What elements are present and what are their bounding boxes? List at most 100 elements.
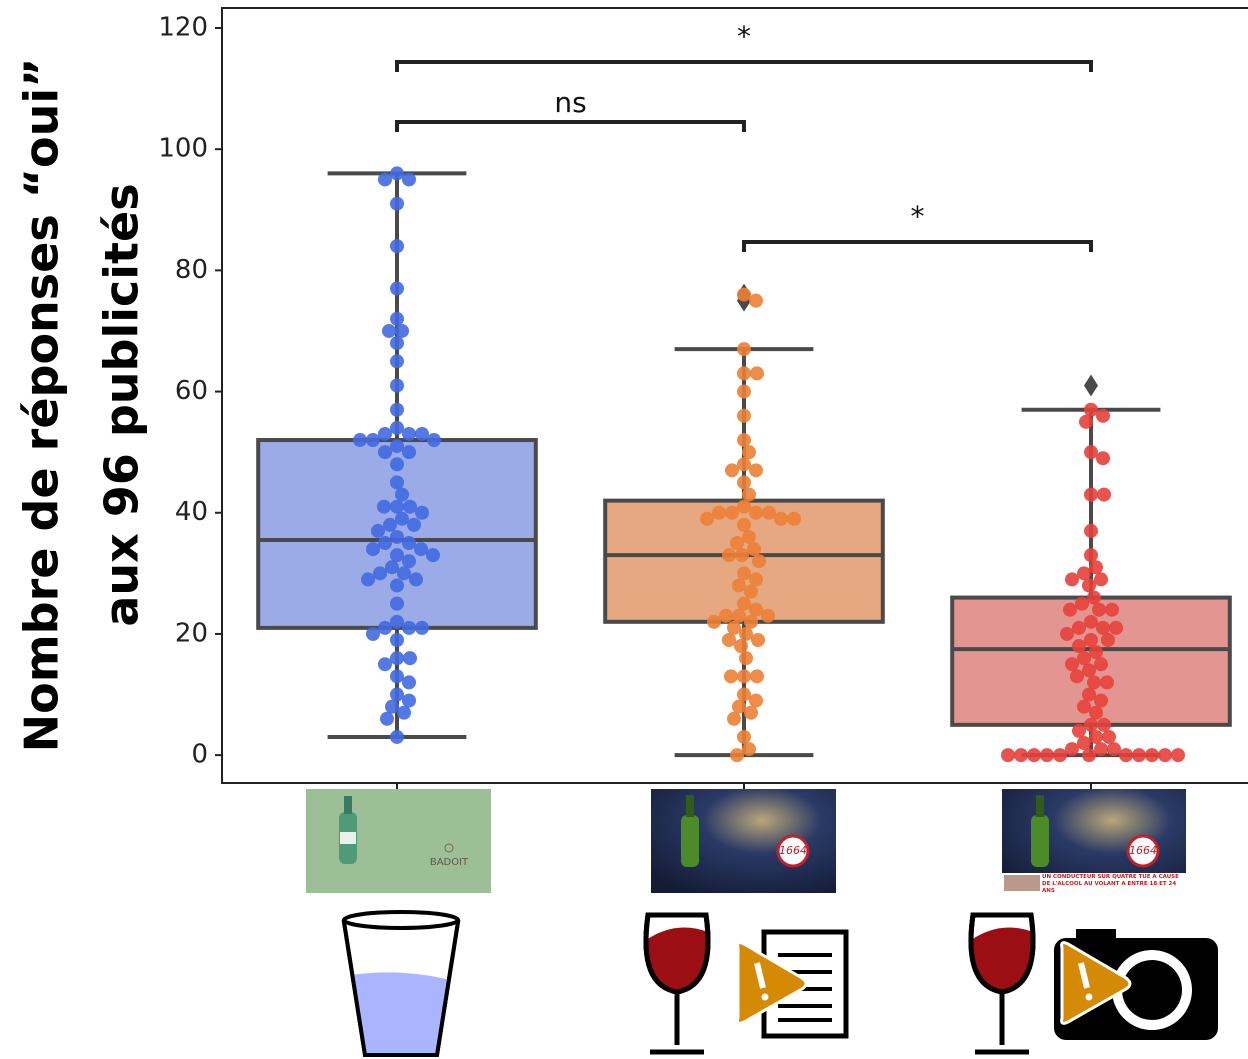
data-point xyxy=(402,675,416,690)
data-point xyxy=(1070,669,1084,684)
data-point xyxy=(1079,414,1093,429)
y-tick-label: 80 xyxy=(175,255,208,285)
data-point xyxy=(385,699,399,714)
data-point xyxy=(390,439,404,454)
data-point xyxy=(1001,748,1015,763)
y-tick-label: 60 xyxy=(175,376,208,406)
data-point xyxy=(390,529,404,544)
data-point xyxy=(1096,620,1110,635)
y-label-1: Nombre de réponses “oui” xyxy=(15,58,69,753)
data-point xyxy=(397,566,411,581)
data-point xyxy=(1096,408,1110,423)
data-point xyxy=(390,475,404,490)
data-point xyxy=(390,614,404,629)
data-point xyxy=(762,505,776,520)
data-point xyxy=(1014,748,1028,763)
data-point xyxy=(749,293,763,308)
data-point xyxy=(1089,645,1103,660)
data-point xyxy=(747,542,761,557)
data-point xyxy=(1087,590,1101,605)
data-point xyxy=(1096,451,1110,466)
data-point xyxy=(390,281,404,296)
data-point xyxy=(1084,548,1098,563)
data-point xyxy=(730,748,744,763)
data-point xyxy=(1075,596,1089,611)
data-point xyxy=(700,511,714,526)
document-icon xyxy=(736,929,849,1039)
data-point xyxy=(390,457,404,472)
data-point xyxy=(1077,566,1091,581)
data-point xyxy=(1072,723,1086,738)
data-point xyxy=(737,475,751,490)
data-point xyxy=(742,487,756,502)
brand: 1664 xyxy=(779,844,807,857)
significance-label: * xyxy=(737,20,751,53)
data-point xyxy=(402,426,416,441)
significance-bracket xyxy=(395,120,746,132)
data-point xyxy=(732,608,746,623)
data-point xyxy=(1077,699,1091,714)
data-point xyxy=(722,632,736,647)
data-point xyxy=(1145,748,1159,763)
data-point xyxy=(739,626,753,641)
data-point xyxy=(1094,693,1108,708)
data-point xyxy=(1040,748,1054,763)
data-point xyxy=(378,620,392,635)
data-point xyxy=(739,651,753,666)
data-point xyxy=(390,596,404,611)
data-point xyxy=(1065,742,1079,757)
data-point xyxy=(725,463,739,478)
data-point xyxy=(1087,675,1101,690)
data-point xyxy=(737,566,751,581)
data-point xyxy=(1084,487,1098,502)
data-point xyxy=(1065,572,1079,587)
data-point xyxy=(1119,748,1133,763)
data-point xyxy=(752,554,766,569)
data-point xyxy=(402,620,416,635)
brand: BADOIT xyxy=(430,857,469,868)
data-point xyxy=(749,505,763,520)
data-point xyxy=(378,657,392,672)
data-point xyxy=(742,742,756,757)
data-point xyxy=(751,632,765,647)
water-glass-icon xyxy=(341,910,461,1057)
data-point xyxy=(1109,620,1123,635)
ad-image-2: 1664 xyxy=(651,789,836,893)
data-point xyxy=(727,711,741,726)
data-point xyxy=(390,402,404,417)
camera-icon xyxy=(1054,929,1218,1040)
warning: UN CONDUCTEUR SUR QUATRE TUÉ À CAUSE DE … xyxy=(1042,874,1179,893)
data-point xyxy=(402,554,416,569)
data-point xyxy=(719,608,733,623)
y-tick-label: 0 xyxy=(191,740,208,770)
data-point xyxy=(390,196,404,211)
data-point xyxy=(1089,705,1103,720)
data-point xyxy=(1089,729,1103,744)
significance-bracket xyxy=(395,60,1093,72)
data-point xyxy=(749,463,763,478)
data-point xyxy=(1102,729,1116,744)
data-point xyxy=(1171,748,1185,763)
data-point xyxy=(1072,639,1086,654)
data-point xyxy=(1094,742,1108,757)
data-point xyxy=(1105,602,1119,617)
data-point xyxy=(353,433,367,448)
data-point xyxy=(390,239,404,254)
data-point xyxy=(415,426,429,441)
data-point xyxy=(390,632,404,647)
data-point xyxy=(390,578,404,593)
ad-image-3: 1664 UN CONDUCTEUR SUR QUATRE TUÉ À CAUS… xyxy=(1002,789,1186,893)
data-point xyxy=(390,651,404,666)
data-point xyxy=(390,378,404,393)
data-point xyxy=(749,572,763,587)
significance-bracket xyxy=(742,240,1093,252)
data-point xyxy=(427,433,441,448)
data-point xyxy=(390,354,404,369)
data-point xyxy=(390,420,404,435)
data-point xyxy=(361,572,375,587)
data-point xyxy=(1053,748,1067,763)
data-point xyxy=(1082,578,1096,593)
data-point xyxy=(1100,675,1114,690)
data-point xyxy=(407,517,421,532)
